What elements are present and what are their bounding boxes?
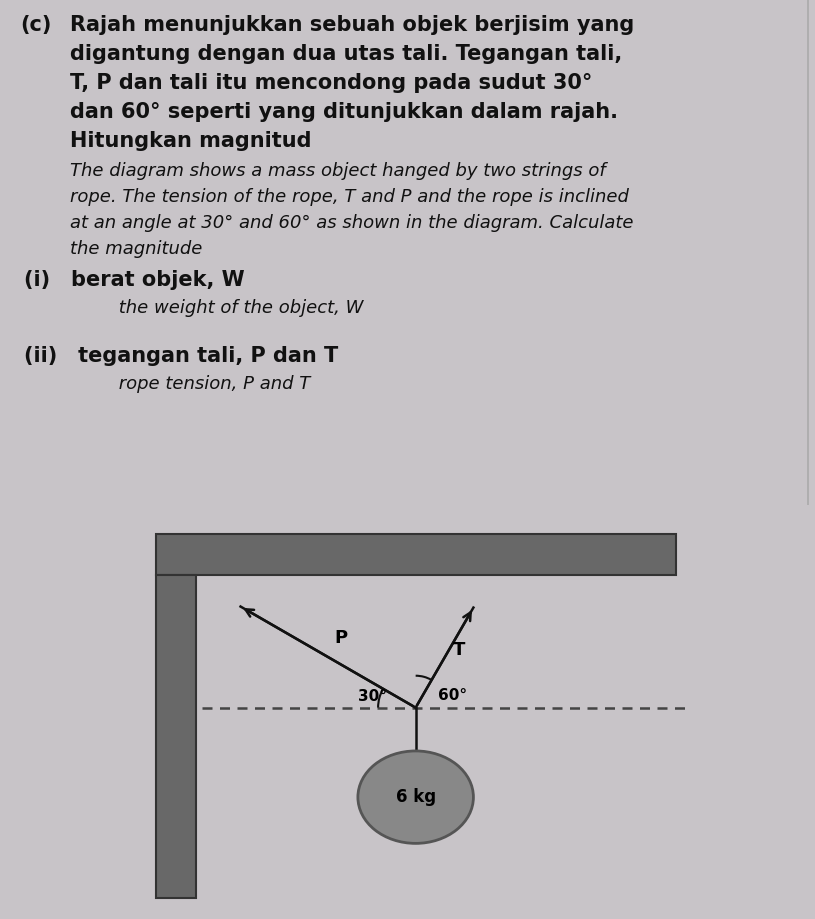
Text: (c): (c) [20,15,51,35]
Text: The diagram shows a mass object hanged by two strings of: The diagram shows a mass object hanged b… [70,162,606,180]
Text: T: T [453,641,465,659]
Text: digantung dengan dua utas tali. Tegangan tali,: digantung dengan dua utas tali. Tegangan… [70,44,622,64]
Text: 60°: 60° [438,687,467,702]
Text: T, P dan tali itu mencondong pada sudut 30°: T, P dan tali itu mencondong pada sudut … [70,74,593,93]
Text: P: P [334,629,347,647]
Text: 6 kg: 6 kg [395,789,436,806]
Text: 30°: 30° [358,688,387,704]
Text: the magnitude: the magnitude [70,240,202,258]
Bar [156,534,676,574]
Ellipse shape [358,751,474,844]
Text: at an angle at 30° and 60° as shown in the diagram. Calculate: at an angle at 30° and 60° as shown in t… [70,214,633,233]
Text: Hitungkan magnitud: Hitungkan magnitud [70,131,311,151]
Text: (ii) tegangan tali, P dan T: (ii) tegangan tali, P dan T [24,346,338,366]
Text: Rajah menunjukkan sebuah objek berjisim yang: Rajah menunjukkan sebuah objek berjisim … [70,15,634,35]
Bar [156,574,196,898]
Text: dan 60° seperti yang ditunjukkan dalam rajah.: dan 60° seperti yang ditunjukkan dalam r… [70,102,618,122]
Text: the weight of the object, W: the weight of the object, W [90,300,363,317]
Text: rope tension, P and T: rope tension, P and T [90,375,311,392]
Text: (i) berat objek, W: (i) berat objek, W [24,270,244,290]
Text: rope. The tension of the rope, T and P and the rope is inclined: rope. The tension of the rope, T and P a… [70,188,629,206]
